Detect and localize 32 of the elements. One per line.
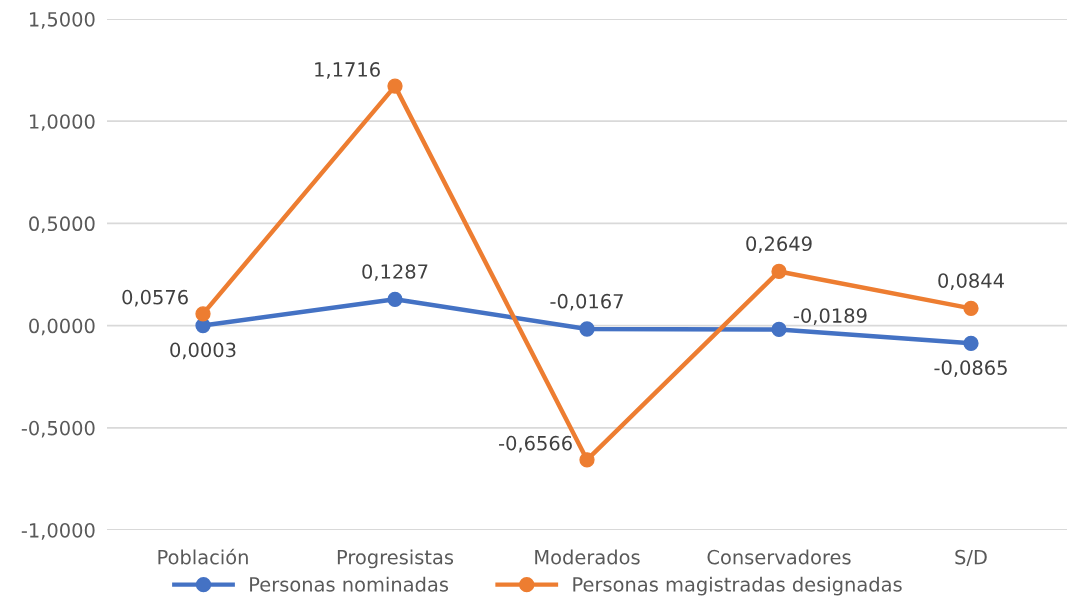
data-label: -0,0167 [550,293,623,311]
data-label: 0,1287 [362,264,428,281]
y-tick-label: 1,5000 [29,11,95,29]
x-tick-label: S/D [955,549,987,567]
y-tick-label: 0,5000 [29,216,95,234]
data-label: 0,0576 [122,289,188,307]
x-tick-label: Conservadores [707,549,851,565]
x-tick-label: Moderados [535,549,640,565]
point [387,78,403,94]
point [579,321,595,337]
y-tick-label: -1,0000 [21,522,95,540]
legend-label: Personas nominadas [250,576,449,592]
data-label: -0,6566 [499,435,572,453]
data-label: 0,0844 [938,273,1004,290]
y-tick-label: 1,0000 [29,114,95,131]
data-label: 0,0003 [170,342,236,360]
y-tick-label: 0,0000 [29,318,95,336]
legend-label: Personas magistradas designadas [573,576,902,596]
point [579,452,595,468]
data-label: 1,1716 [315,62,380,79]
x-tick-label: Población [158,548,248,565]
point [195,306,211,322]
data-label: -0,0189 [793,308,867,325]
point [771,321,787,338]
point [963,335,979,351]
point [387,291,403,307]
data-label: 0,2649 [746,236,812,253]
y-tick-label: -0,5000 [21,420,95,438]
data-label: -0,0865 [934,360,1007,377]
point [963,300,979,316]
x-tick-label: Progresistas [337,549,454,569]
point [771,263,787,280]
